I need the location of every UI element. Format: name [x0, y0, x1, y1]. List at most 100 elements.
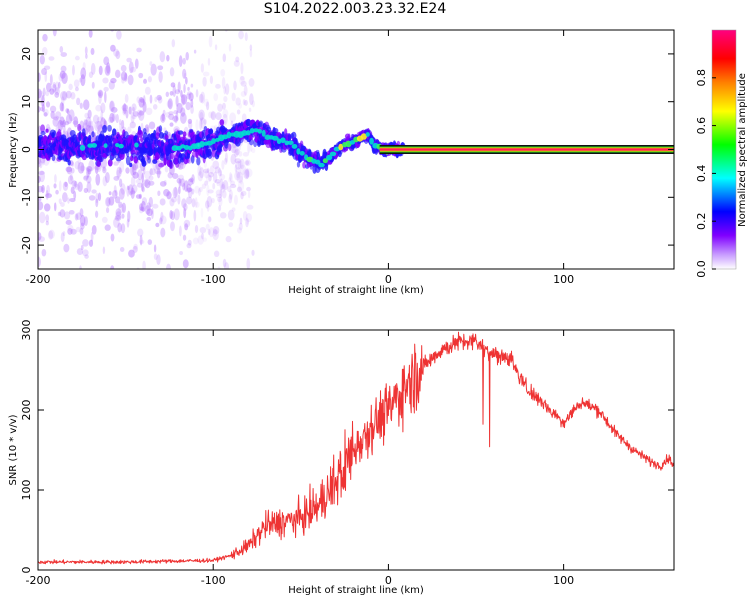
- noise-blob: [53, 84, 57, 93]
- noise-blob: [214, 178, 221, 184]
- noise-blob: [39, 160, 43, 169]
- noise-blob: [63, 125, 66, 135]
- noise-blob: [108, 80, 115, 90]
- signal-core: [103, 143, 108, 148]
- noise-blob: [48, 229, 55, 239]
- spectrogram-xlabel: Height of straight line (km): [288, 285, 424, 296]
- noise-blob: [148, 196, 153, 208]
- signal-core: [365, 132, 370, 137]
- noise-blob: [205, 200, 210, 209]
- noise-blob: [46, 184, 50, 196]
- signal-blob: [102, 124, 107, 133]
- noise-blob: [239, 158, 245, 170]
- noise-blob: [75, 226, 81, 233]
- noise-blob: [135, 178, 142, 184]
- noise-blob: [131, 114, 137, 120]
- signal-core: [226, 131, 232, 139]
- noise-blob: [235, 97, 241, 106]
- noise-blob: [235, 56, 240, 63]
- noise-blob: [234, 194, 238, 205]
- noise-blob: [199, 118, 203, 131]
- noise-blob: [139, 206, 145, 212]
- noise-blob: [236, 171, 244, 184]
- noise-blob: [52, 30, 57, 37]
- noise-blob: [232, 145, 238, 154]
- noise-blob: [245, 212, 252, 223]
- signal-blob: [158, 125, 163, 133]
- noise-blob: [180, 90, 183, 98]
- noise-blob: [115, 50, 121, 60]
- noise-blob: [187, 86, 190, 91]
- noise-blob: [155, 170, 162, 175]
- signal-blob: [164, 130, 169, 136]
- noise-blob: [208, 171, 214, 178]
- noise-blob: [191, 198, 196, 208]
- noise-blob: [240, 191, 244, 200]
- noise-blob: [38, 88, 42, 99]
- noise-blob: [198, 93, 204, 103]
- noise-blob: [105, 197, 111, 207]
- noise-blob: [222, 180, 229, 191]
- noise-blob: [126, 57, 132, 63]
- noise-blob: [105, 207, 110, 214]
- noise-blob: [109, 0, 114, 6]
- noise-blob: [61, 72, 68, 84]
- noise-blob: [120, 64, 127, 72]
- noise-blob: [204, 180, 209, 186]
- noise-blob: [141, 186, 145, 193]
- noise-blob: [116, 30, 122, 40]
- noise-blob: [244, 99, 248, 106]
- noise-blob: [103, 118, 106, 126]
- noise-blob: [118, 119, 122, 126]
- noise-blob: [59, 120, 66, 128]
- noise-blob: [38, 256, 41, 268]
- noise-blob: [144, 205, 151, 215]
- noise-blob: [217, 266, 221, 269]
- noise-blob: [244, 32, 248, 42]
- noise-blob: [113, 48, 120, 57]
- noise-blob: [73, 116, 79, 128]
- noise-blob: [180, 178, 186, 187]
- signal-core: [211, 138, 216, 144]
- noise-blob: [237, 180, 245, 192]
- noise-blob: [164, 166, 169, 173]
- noise-blob: [159, 215, 167, 225]
- noise-blob: [63, 20, 67, 27]
- noise-blob: [240, 190, 247, 197]
- noise-blob: [98, 65, 103, 76]
- noise-blob: [98, 92, 102, 105]
- noise-blob: [68, 109, 75, 122]
- noise-blob: [152, 203, 159, 209]
- noise-blob: [245, 160, 250, 166]
- noise-blob: [141, 172, 145, 183]
- noise-blob: [88, 160, 95, 172]
- noise-blob: [86, 181, 92, 193]
- noise-blob: [134, 161, 141, 169]
- noise-blob: [183, 72, 187, 79]
- noise-blob: [44, 203, 51, 212]
- noise-blob: [136, 96, 141, 103]
- noise-blob: [170, 82, 176, 88]
- noise-blob: [222, 109, 229, 118]
- noise-blob: [115, 113, 119, 124]
- signal-blob: [219, 119, 225, 126]
- noise-blob: [84, 254, 89, 259]
- noise-blob: [65, 90, 72, 99]
- noise-blob: [90, 47, 95, 56]
- noise-blob: [38, 201, 44, 211]
- noise-blob: [44, 71, 48, 83]
- noise-blob: [109, 112, 115, 123]
- noise-blob: [194, 185, 200, 194]
- signal-blob: [91, 131, 95, 138]
- noise-blob: [88, 239, 94, 247]
- noise-blob: [219, 170, 223, 177]
- noise-blob: [45, 90, 50, 97]
- noise-blob: [231, 92, 236, 102]
- noise-blob: [194, 197, 198, 209]
- signal-core: [134, 142, 139, 148]
- noise-blob: [128, 249, 135, 258]
- noise-blob: [131, 184, 138, 193]
- noise-blob: [55, 81, 60, 93]
- noise-blob: [168, 111, 174, 116]
- noise-blob: [144, 170, 151, 180]
